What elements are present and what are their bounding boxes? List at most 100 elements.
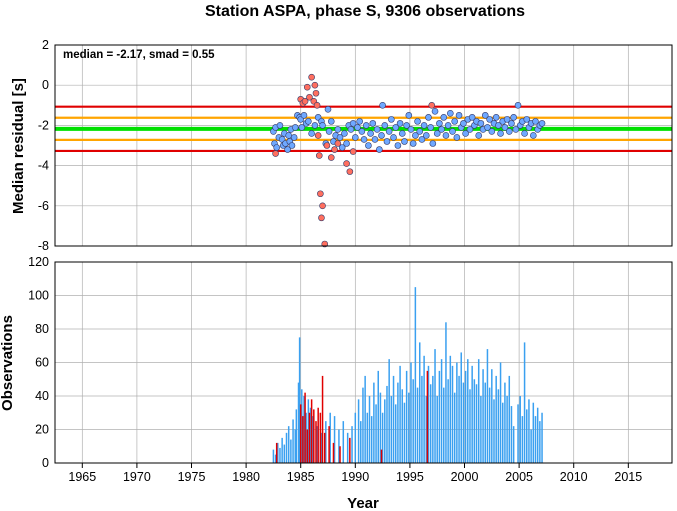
residual-point	[427, 124, 434, 131]
observation-count-bar	[484, 382, 487, 463]
residual-point	[273, 144, 280, 151]
residual-point	[455, 112, 463, 119]
residual-point	[352, 134, 359, 141]
residual-point	[444, 122, 452, 129]
observation-count-bar	[480, 396, 482, 463]
residual-point	[449, 128, 456, 135]
residual-point	[338, 144, 346, 151]
residual-point	[447, 110, 454, 117]
observation-count-bar	[399, 365, 401, 463]
year-tick-label: 2000	[451, 470, 479, 484]
observation-count-bar	[499, 362, 502, 463]
observation-count-bar	[456, 362, 458, 463]
outlier-observation-count-bar	[302, 416, 304, 463]
observation-count-bar	[388, 359, 390, 463]
observation-count-bar	[386, 385, 388, 463]
observation-count-bar	[432, 375, 434, 463]
residual-point	[477, 120, 485, 127]
observation-count-bar	[504, 382, 506, 463]
observation-count-bar	[491, 369, 493, 463]
residual-point	[488, 128, 496, 135]
year-tick-label: 1995	[396, 470, 424, 484]
outlier-observation-count-bar	[306, 429, 309, 463]
residual-point	[396, 120, 404, 127]
outlier-observation-count-bar	[339, 446, 341, 463]
observation-count-bar	[405, 370, 408, 463]
observation-count-bar	[425, 396, 428, 463]
observation-count-bar	[303, 396, 305, 463]
observation-count-bar	[294, 429, 296, 463]
observation-count-bar	[436, 396, 438, 463]
residual-point	[311, 122, 319, 129]
observation-count-bar	[471, 365, 473, 463]
observation-count-bar	[277, 442, 279, 463]
residual-points	[270, 73, 546, 248]
observation-count-bar	[412, 379, 414, 463]
residual-point	[367, 130, 374, 137]
residual-scatter-panel: 2 0 -2 -4 -6 -8 median = -2.17, smad = 0.55 M…	[10, 38, 673, 253]
residual-point	[324, 106, 332, 113]
observation-count-bar	[354, 412, 357, 463]
year-x-ticks: 1965 1970 1975 1980 1985 1990 1995 2000 2005 2010…	[68, 463, 642, 484]
outlier-observation-count-bar	[321, 375, 324, 463]
residual-point	[497, 130, 504, 137]
outlier-residual-point	[318, 214, 325, 222]
observation-count-bar	[519, 396, 521, 463]
observation-count-bar	[325, 421, 327, 463]
chart-title: Station ASPA, phase S, 9306 observations	[205, 3, 525, 20]
residual-point	[530, 132, 537, 139]
residual-point	[414, 118, 421, 125]
observation-count-bar	[488, 387, 491, 463]
residual-point	[438, 126, 445, 133]
residual-point	[412, 132, 419, 139]
year-tick-label: 1970	[123, 470, 151, 484]
outlier-residual-point	[272, 150, 279, 157]
observations-y-ticks: 0 20 40 60 80 100 120	[28, 255, 49, 470]
residual-point	[425, 114, 432, 121]
observation-count-bar	[283, 444, 286, 463]
residual-point	[466, 126, 474, 133]
observation-count-bar	[279, 447, 281, 463]
residual-point	[362, 122, 370, 129]
observation-count-bar	[434, 349, 436, 463]
observation-count-bar	[338, 429, 340, 463]
outlier-observation-count-bar	[380, 449, 383, 463]
observation-count-bar	[429, 384, 432, 463]
observation-count-bar	[377, 370, 379, 463]
outlier-residual-point	[327, 154, 335, 161]
observation-count-bar	[421, 375, 423, 463]
outlier-residual-point	[346, 168, 354, 175]
observations-y-tick-label: 0	[42, 456, 49, 470]
observation-count-bar	[523, 342, 526, 463]
observations-y-tick-label: 20	[35, 423, 49, 437]
outlier-residual-point	[315, 152, 323, 159]
year-tick-label: 2015	[614, 470, 642, 484]
residual-point	[369, 120, 377, 127]
observation-count-bar	[290, 439, 292, 463]
outlier-residual-point	[343, 160, 350, 167]
residual-point	[285, 132, 292, 139]
observation-count-bar	[292, 419, 294, 463]
residual-point	[407, 126, 415, 133]
observation-count-bar	[458, 375, 460, 463]
outlier-observation-count-bar	[317, 407, 319, 463]
observation-count-bar	[366, 412, 369, 463]
year-tick-label: 1985	[287, 470, 315, 484]
outlier-residual-point	[312, 89, 320, 97]
observation-count-bar	[394, 404, 397, 463]
residual-point	[360, 136, 368, 143]
residual-point	[327, 118, 335, 125]
observation-count-bar	[427, 365, 430, 463]
observations-y-axis-label: Observations	[0, 315, 16, 411]
residual-point	[365, 142, 372, 149]
observation-count-bar	[449, 355, 452, 463]
residual-point	[508, 120, 515, 127]
residual-plot-border	[54, 44, 673, 247]
observation-count-bar	[346, 432, 349, 463]
observation-count-bar	[364, 375, 366, 463]
residual-point	[291, 124, 299, 131]
observation-count-bar	[462, 382, 465, 463]
observation-count-bar	[272, 449, 275, 463]
median-smad-annotation: median = -2.17, smad = 0.55	[63, 49, 215, 61]
